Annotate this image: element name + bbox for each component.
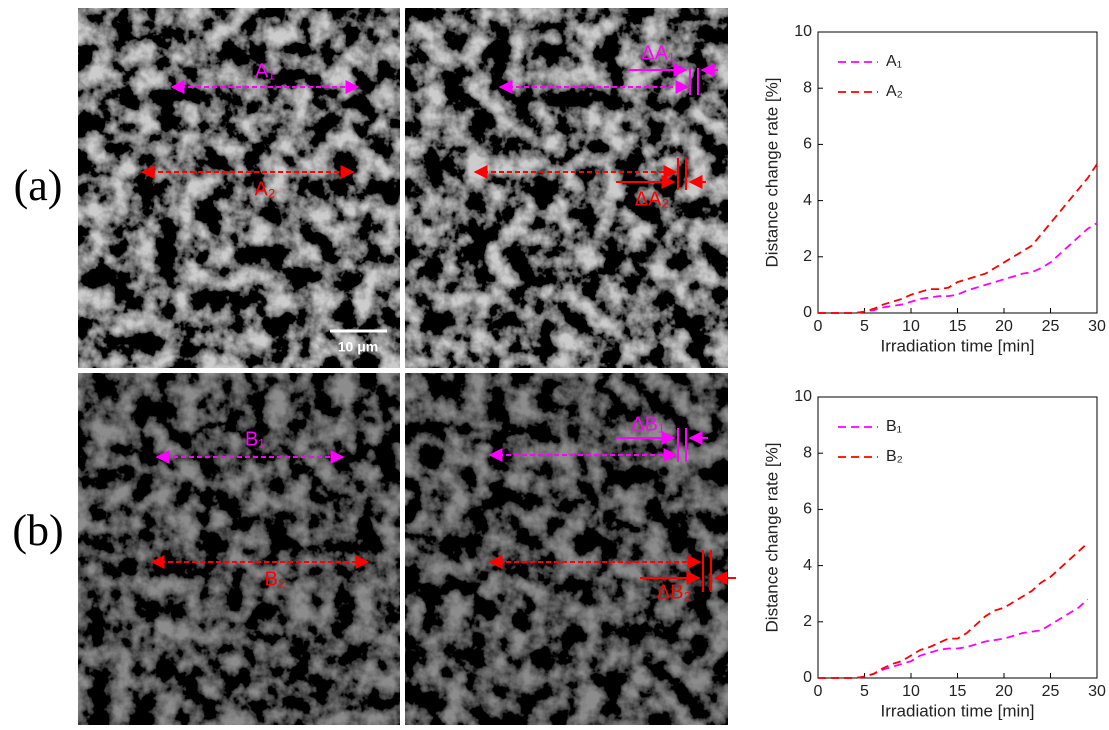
data-line [818, 164, 1097, 313]
x-tick-label: 15 [949, 318, 967, 335]
y-tick-label: 8 [803, 444, 812, 461]
x-tick-label: 30 [1088, 318, 1106, 335]
y-axis-label: Distance change rate [%] [762, 443, 781, 633]
y-tick-label: 0 [803, 669, 812, 686]
y-tick-label: 6 [803, 136, 812, 153]
x-tick-label: 25 [1042, 318, 1060, 335]
delta-label: ΔB₂ [657, 581, 691, 603]
y-tick-label: 0 [803, 304, 812, 321]
x-axis-label: Irradiation time [min] [881, 336, 1035, 355]
x-tick-label: 25 [1042, 683, 1060, 700]
x-axis-label: Irradiation time [min] [881, 701, 1035, 720]
x-tick-label: 5 [860, 683, 869, 700]
y-tick-label: 10 [794, 388, 812, 405]
y-tick-label: 4 [803, 192, 812, 209]
distance-label: B₁ [245, 428, 265, 450]
x-tick-label: 10 [902, 683, 920, 700]
delta-label: ΔA₁ [641, 42, 675, 64]
data-line [818, 543, 1088, 678]
plot-frame [818, 32, 1097, 313]
y-tick-label: 4 [803, 557, 812, 574]
data-line [818, 223, 1097, 313]
panel-label: (a) [14, 161, 63, 210]
figure: (a) (b) A₁ A₂ 10 μm ΔA₁ ΔA₂ B₁ B₂ ΔB₁ ΔB… [0, 0, 1109, 730]
distance-label: A₁ [255, 60, 275, 82]
x-tick-label: 10 [902, 318, 920, 335]
y-tick-label: 6 [803, 501, 812, 518]
legend-label: A₂ [886, 83, 903, 100]
plot-frame [818, 397, 1097, 678]
y-tick-label: 2 [803, 248, 812, 265]
y-axis-label: Distance change rate [%] [762, 78, 781, 268]
y-tick-label: 2 [803, 613, 812, 630]
x-tick-label: 15 [949, 683, 967, 700]
distance-label: B₂ [264, 568, 285, 590]
x-tick-label: 30 [1088, 683, 1106, 700]
y-tick-label: 10 [794, 23, 812, 40]
legend-label: A₁ [886, 53, 902, 70]
x-tick-label: 0 [814, 683, 823, 700]
x-tick-label: 5 [860, 318, 869, 335]
delta-label: ΔB₁ [631, 413, 665, 435]
legend-label: B₁ [886, 418, 902, 435]
x-tick-label: 20 [995, 683, 1013, 700]
delta-label: ΔA₂ [635, 188, 669, 210]
scale-bar-label: 10 μm [338, 339, 378, 355]
legend-label: B₂ [886, 448, 903, 465]
panel-label: (b) [12, 506, 63, 555]
images [78, 8, 728, 725]
y-tick-label: 8 [803, 79, 812, 96]
x-tick-label: 0 [814, 318, 823, 335]
x-tick-label: 20 [995, 318, 1013, 335]
distance-label: A₂ [254, 178, 275, 200]
